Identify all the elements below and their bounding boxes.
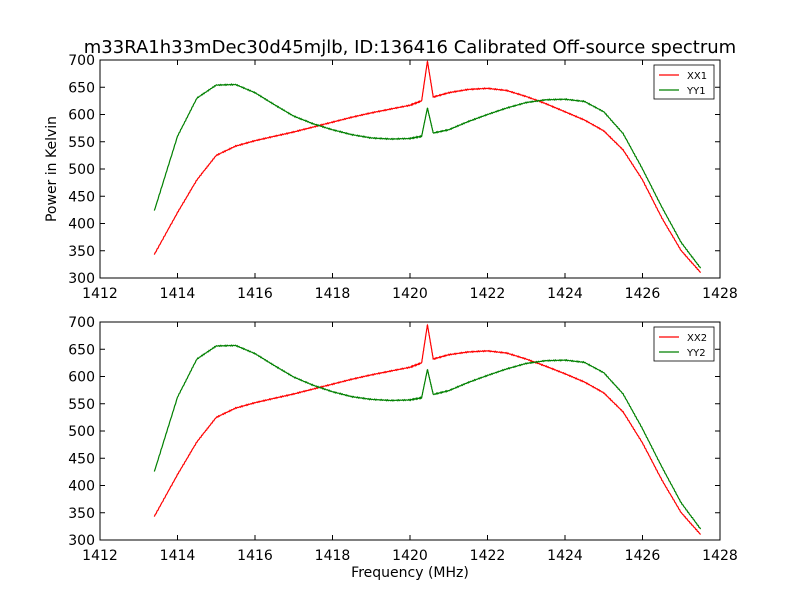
plot-frame <box>99 321 721 541</box>
legend-label-xx1: XX1 <box>687 71 707 82</box>
x-tick-label: 1418 <box>315 286 351 302</box>
x-tick-label: 1424 <box>547 286 583 302</box>
y-tick-label: 450 <box>68 451 95 467</box>
x-tick-label: 1426 <box>625 548 661 564</box>
y-tick-label: 450 <box>68 189 95 205</box>
y-tick-label: 700 <box>68 315 95 331</box>
x-tick-label: 1416 <box>237 286 273 302</box>
x-tick-label: 1426 <box>625 286 661 302</box>
x-tick-label: 1418 <box>315 548 351 564</box>
x-axis-label: Frequency (MHz) <box>351 565 469 581</box>
figure-title: m33RA1h33mDec30d45mjlb, ID:136416 Calibr… <box>84 37 736 58</box>
y-tick-label: 550 <box>68 397 95 413</box>
y-tick-label: 300 <box>68 271 95 287</box>
legend-label-yy2: YY2 <box>686 348 706 359</box>
x-tick-label: 1412 <box>82 286 118 302</box>
x-tick-label: 1424 <box>547 548 583 564</box>
y-tick-label: 300 <box>68 533 95 549</box>
y-tick-label: 350 <box>68 506 95 522</box>
x-tick-label: 1428 <box>702 548 738 564</box>
y-tick-label: 500 <box>68 424 95 440</box>
legend-box <box>653 326 715 362</box>
plot-frame <box>99 59 721 279</box>
top-chart-panel: 1412 1414 1416 1418 1420 1422 1424 1426 1428 300 3… <box>68 53 738 302</box>
y-tick-label: 400 <box>68 217 95 233</box>
y-tick-label: 650 <box>68 80 95 96</box>
x-tick-label: 1428 <box>702 286 738 302</box>
y-tick-label: 400 <box>68 479 95 495</box>
legend-box <box>653 64 715 100</box>
y-tick-label: 500 <box>68 162 95 178</box>
y-tick-label: 350 <box>68 244 95 260</box>
series-line-xx1 <box>153 59 702 273</box>
y-tick-label: 550 <box>68 135 95 151</box>
series-line-yy2 <box>153 344 702 530</box>
x-tick-label: 1412 <box>82 548 118 564</box>
x-tick-label: 1414 <box>160 286 196 302</box>
legend-label-xx2: XX2 <box>687 333 707 344</box>
x-tick-label: 1422 <box>470 286 506 302</box>
x-tick-label: 1416 <box>237 548 273 564</box>
legend-label-yy1: YY1 <box>686 86 706 97</box>
y-tick-label: 600 <box>68 370 95 386</box>
series-line-yy1 <box>153 83 702 269</box>
y-tick-label: 700 <box>68 53 95 69</box>
y-tick-label: 600 <box>68 108 95 124</box>
y-axis-label: Power in Kelvin <box>44 116 60 222</box>
x-tick-label: 1422 <box>470 548 506 564</box>
x-tick-label: 1414 <box>160 548 196 564</box>
y-tick-label: 650 <box>68 342 95 358</box>
series-line-xx2 <box>153 323 702 535</box>
x-tick-label: 1420 <box>392 548 428 564</box>
bottom-chart-panel: 1412 1414 1416 1418 1420 1422 1424 1426 1428 300 3… <box>68 315 738 564</box>
x-tick-label: 1420 <box>392 286 428 302</box>
